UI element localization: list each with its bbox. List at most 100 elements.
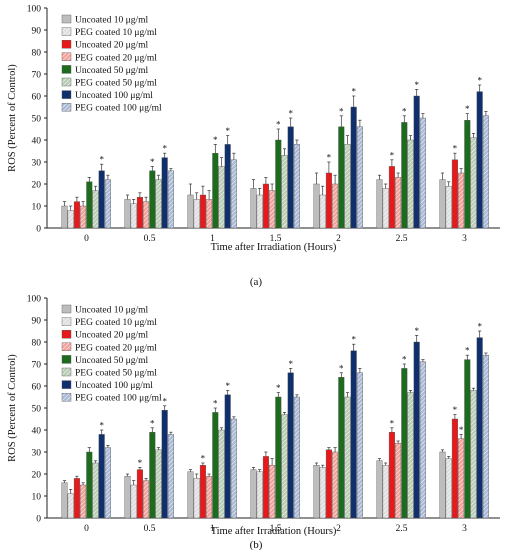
bar: [476, 337, 483, 519]
significance-star: *: [162, 144, 167, 154]
bar: [275, 396, 282, 519]
y-tick-label: 90: [32, 317, 42, 327]
legend-label: Uncoated 50 μg/ml: [75, 66, 149, 76]
bar: [67, 210, 74, 229]
bar: [212, 152, 219, 229]
bar: [395, 177, 402, 229]
bar: [458, 172, 465, 229]
bar: [344, 144, 351, 229]
legend-label: Uncoated 20 μg/ml: [75, 331, 149, 341]
significance-star: *: [414, 326, 419, 336]
bar: [80, 205, 87, 229]
legend-swatch: [61, 342, 72, 351]
bar: [445, 458, 452, 519]
significance-star: *: [288, 109, 293, 119]
significance-star: *: [150, 157, 155, 167]
y-tick-label: 30: [32, 449, 42, 459]
bar: [287, 126, 294, 229]
bar: [451, 159, 458, 229]
legend-label: PEG coated 10 μg/ml: [75, 318, 157, 328]
legend-swatch: [61, 52, 72, 61]
legend-swatch: [61, 317, 72, 326]
legend-label: PEG coated 10 μg/ml: [75, 28, 157, 38]
legend-label: Uncoated 100 μg/ml: [75, 381, 153, 391]
y-tick-label: 80: [32, 49, 42, 59]
bar: [206, 476, 213, 519]
bar: [98, 170, 105, 229]
bar: [376, 460, 383, 519]
bar: [482, 115, 489, 229]
bar: [325, 172, 332, 229]
legend-label: Uncoated 10 μg/ml: [75, 16, 149, 26]
x-tick-label: 1.5: [270, 234, 282, 244]
legend-swatch: [61, 40, 72, 49]
bar: [344, 396, 351, 519]
y-tick-label: 20: [32, 471, 42, 481]
bar: [155, 449, 162, 519]
legend-swatch: [61, 380, 72, 389]
significance-star: *: [351, 335, 356, 345]
bar: [287, 372, 294, 519]
bar: [256, 194, 263, 229]
bar: [262, 456, 269, 519]
bar: [476, 91, 483, 229]
legend-swatch: [61, 102, 72, 112]
bar: [256, 471, 263, 519]
y-axis-title: ROS (Percent of Control): [7, 64, 18, 172]
bar: [413, 341, 420, 519]
bar: [395, 443, 402, 519]
bar: [124, 476, 131, 519]
y-tick-label: 0: [36, 225, 41, 235]
bar: [86, 181, 93, 229]
significance-star: *: [453, 405, 458, 415]
bar: [439, 451, 446, 519]
bar: [382, 188, 389, 229]
x-tick-label: 0: [84, 234, 89, 244]
bar: [407, 139, 414, 229]
significance-star: *: [339, 363, 344, 373]
bar: [124, 199, 131, 229]
bar: [218, 429, 225, 519]
bar: [350, 350, 357, 519]
significance-star: *: [477, 76, 482, 86]
bar: [470, 390, 477, 519]
x-axis-title: Time after Irradiation (Hours): [211, 242, 337, 253]
bar: [161, 410, 168, 519]
significance-star: *: [339, 106, 344, 116]
bar: [401, 122, 408, 229]
bar: [199, 194, 206, 229]
bar: [325, 449, 332, 519]
bar: [167, 170, 174, 229]
bar: [269, 190, 276, 229]
significance-star: *: [351, 87, 356, 97]
bar: [439, 179, 446, 229]
y-tick-label: 10: [32, 493, 42, 503]
x-tick-label: 0.5: [144, 524, 156, 534]
y-tick-label: 20: [32, 181, 42, 191]
bar: [464, 359, 471, 519]
y-tick-label: 70: [32, 361, 42, 371]
legend-label: PEG coated 20 μg/ml: [75, 343, 157, 353]
y-tick-label: 90: [32, 27, 42, 37]
bar: [332, 451, 339, 519]
significance-star: *: [453, 144, 458, 154]
y-tick-label: 40: [32, 427, 42, 437]
y-tick-label: 0: [36, 515, 41, 525]
bar: [388, 166, 395, 229]
significance-star: *: [288, 359, 293, 369]
bar: [470, 137, 477, 229]
bar: [262, 183, 269, 229]
bar: [92, 462, 99, 519]
bar: [319, 194, 326, 229]
significance-star: *: [213, 399, 218, 409]
significance-star: *: [390, 150, 395, 160]
bar: [356, 372, 363, 519]
y-tick-label: 10: [32, 203, 42, 213]
significance-star: *: [225, 381, 230, 391]
bar: [167, 434, 174, 519]
bar: [376, 179, 383, 229]
bar: [86, 451, 93, 519]
bar: [149, 170, 156, 229]
bar: [419, 361, 426, 519]
bar: [206, 199, 213, 229]
